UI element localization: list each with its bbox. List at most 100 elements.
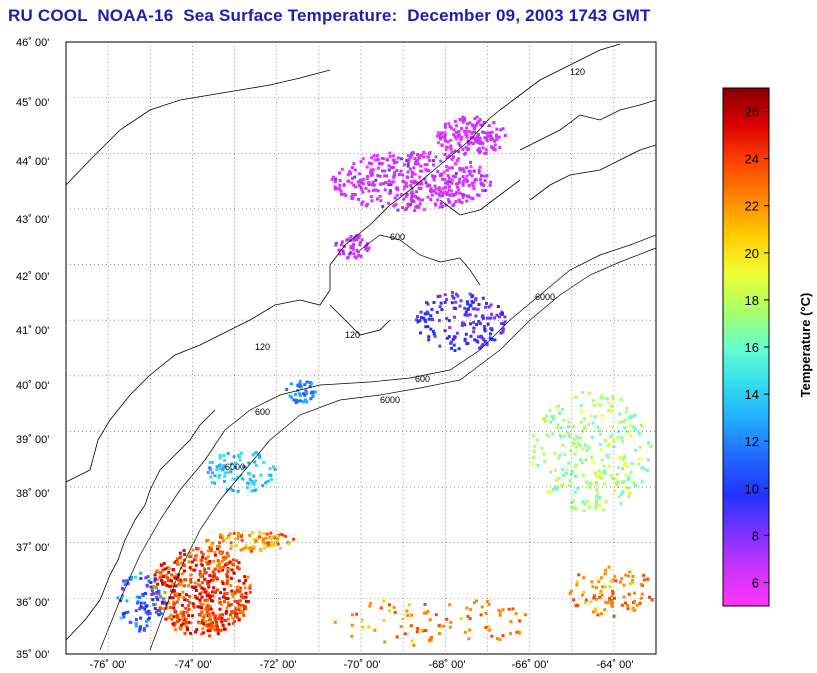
sst-pixel bbox=[180, 603, 184, 607]
sst-pixel bbox=[161, 607, 165, 611]
sst-pixel bbox=[486, 322, 490, 326]
sst-pixel bbox=[388, 609, 392, 613]
sst-pixel bbox=[230, 544, 234, 548]
sst-pixel bbox=[406, 614, 410, 617]
sst-pixel bbox=[450, 178, 454, 182]
sst-pixel bbox=[212, 613, 216, 617]
sst-pixel bbox=[246, 600, 250, 603]
sst-pixel bbox=[412, 643, 416, 647]
sst-pixel bbox=[468, 313, 472, 317]
sst-pixel bbox=[515, 630, 519, 634]
sst-pixel bbox=[142, 628, 146, 632]
sst-pixel bbox=[226, 471, 230, 475]
sst-pixel bbox=[449, 147, 453, 151]
sst-pixel bbox=[562, 418, 566, 422]
sst-pixel bbox=[595, 483, 599, 487]
sst-pixel bbox=[339, 243, 343, 247]
sst-pixel bbox=[367, 625, 371, 629]
sst-pixel bbox=[471, 124, 475, 128]
sst-pixel bbox=[471, 300, 475, 304]
sst-pixel bbox=[276, 534, 280, 538]
sst-pixel bbox=[156, 609, 160, 613]
sst-pixel bbox=[464, 131, 468, 135]
sst-pixel bbox=[485, 301, 488, 305]
sst-pixel bbox=[463, 152, 467, 156]
sst-pixel bbox=[221, 536, 225, 540]
sst-pixel bbox=[224, 618, 228, 622]
sst-pixel bbox=[388, 603, 391, 607]
sst-pixel bbox=[410, 639, 414, 643]
sst-pixel bbox=[474, 314, 478, 318]
sst-pixel bbox=[393, 196, 397, 200]
sst-pixel bbox=[153, 607, 157, 610]
sst-pixel bbox=[304, 389, 308, 393]
sst-pixel bbox=[618, 580, 622, 584]
sst-pixel bbox=[393, 170, 397, 174]
sst-pixel bbox=[251, 544, 255, 548]
sst-pixel bbox=[448, 326, 452, 330]
sst-pixel bbox=[443, 178, 447, 181]
sst-pixel bbox=[396, 188, 400, 192]
sst-pixel bbox=[261, 537, 265, 541]
sst-pixel bbox=[396, 208, 400, 212]
sst-pixel bbox=[225, 562, 229, 566]
sst-pixel bbox=[263, 546, 266, 550]
sst-pixel bbox=[455, 159, 459, 163]
sst-pixel bbox=[279, 532, 283, 536]
sst-pixel bbox=[341, 249, 345, 253]
sst-pixel bbox=[157, 592, 161, 596]
sst-pixel bbox=[572, 437, 576, 441]
sst-pixel bbox=[220, 559, 224, 563]
sst-pixel bbox=[501, 634, 505, 637]
sst-pixel bbox=[474, 123, 478, 127]
sst-pixel bbox=[292, 537, 295, 541]
sst-pixel bbox=[473, 180, 476, 184]
sst-pixel bbox=[368, 604, 372, 608]
sst-pixel bbox=[262, 460, 266, 464]
sst-pixel bbox=[210, 624, 214, 628]
sst-pixel bbox=[457, 198, 461, 202]
sst-pixel bbox=[211, 578, 215, 582]
sst-pixel bbox=[198, 621, 202, 625]
sst-pixel bbox=[265, 532, 269, 536]
sst-pixel bbox=[209, 475, 213, 479]
lat-label: 38˚ 00' bbox=[16, 488, 49, 500]
sst-pixel bbox=[244, 599, 248, 603]
sst-pixel bbox=[202, 622, 206, 625]
sst-pixel bbox=[217, 463, 221, 467]
sst-pixel bbox=[387, 183, 391, 187]
sst-pixel bbox=[432, 163, 435, 167]
sst-pixel bbox=[426, 302, 430, 306]
sst-pixel bbox=[468, 172, 472, 176]
lon-label: -66˚ 00' bbox=[512, 659, 549, 671]
sst-pixel bbox=[416, 153, 419, 157]
sst-pixel bbox=[175, 592, 179, 596]
sst-pixel bbox=[630, 462, 634, 466]
sst-pixel bbox=[604, 568, 608, 572]
sst-pixel bbox=[478, 321, 482, 325]
sst-pixel bbox=[167, 579, 170, 583]
sst-pixel bbox=[202, 615, 206, 619]
sst-pixel bbox=[465, 126, 469, 130]
sst-pixel bbox=[169, 579, 173, 583]
sst-pixel bbox=[349, 246, 353, 250]
sst-pixel bbox=[461, 147, 465, 151]
sst-pixel bbox=[121, 612, 125, 616]
sst-pixel bbox=[573, 452, 577, 456]
sst-pixel bbox=[360, 238, 364, 242]
sst-pixel bbox=[189, 555, 193, 559]
sst-pixel bbox=[448, 166, 451, 170]
sst-pixel bbox=[448, 125, 452, 128]
sst-pixel bbox=[603, 572, 607, 576]
sst-pixel bbox=[616, 466, 620, 469]
lat-label: 39˚ 00' bbox=[16, 434, 49, 446]
sst-pixel bbox=[264, 536, 268, 540]
sst-pixel bbox=[234, 465, 238, 469]
sst-pixel bbox=[138, 625, 142, 629]
colorbar-tick-label: 24 bbox=[745, 152, 759, 167]
sst-pixel bbox=[365, 242, 369, 246]
sst-pixel bbox=[611, 477, 615, 480]
sst-pixel bbox=[147, 609, 151, 613]
sst-pixel bbox=[383, 169, 387, 173]
sst-pixel bbox=[222, 453, 226, 457]
